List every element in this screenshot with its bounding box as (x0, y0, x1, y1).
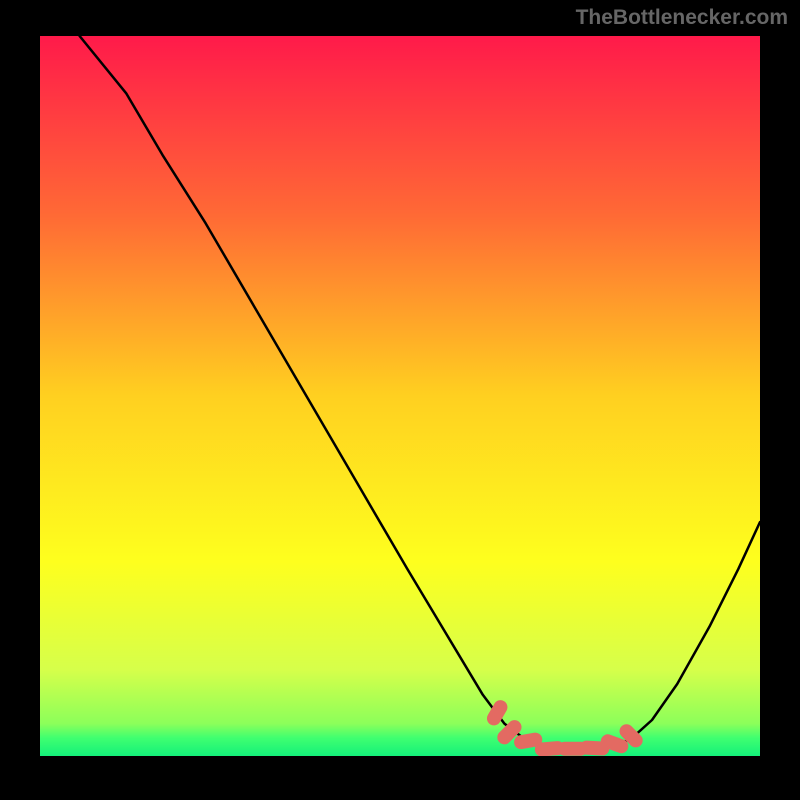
curve-line (80, 36, 760, 750)
valley-dash (494, 707, 500, 718)
valley-dash (627, 731, 636, 740)
chart-container: TheBottlenecker.com (0, 0, 800, 800)
valley-dash (542, 748, 558, 749)
valley-dash (608, 741, 622, 746)
valley-dash (521, 740, 535, 743)
curve-overlay (40, 36, 760, 756)
plot-area (40, 36, 760, 756)
valley-dash (504, 727, 514, 737)
valley-dash (586, 748, 602, 749)
watermark-text: TheBottlenecker.com (576, 6, 788, 30)
